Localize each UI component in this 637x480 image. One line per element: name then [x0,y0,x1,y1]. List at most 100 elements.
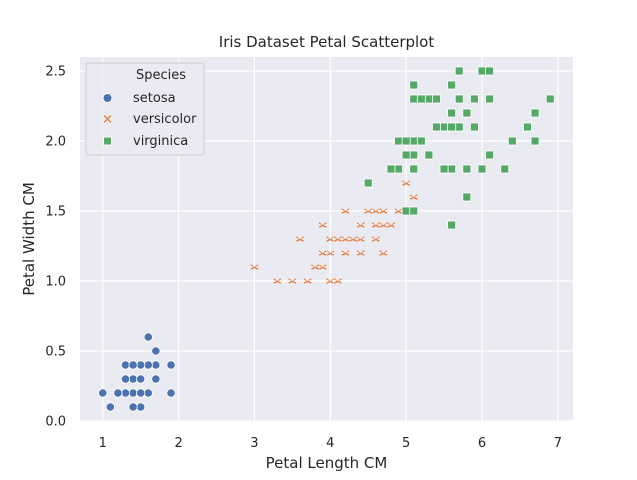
virginica-point [439,122,449,132]
x-axis-label: Petal Length CM [266,454,388,472]
y-tick-label: 2.5 [45,65,66,80]
setosa-point [128,360,138,370]
virginica-point [386,164,396,174]
setosa-point [128,374,138,384]
virginica-point [462,108,472,118]
setosa-point [151,346,161,356]
versicolor-point [363,207,374,215]
virginica-point [477,164,487,174]
versicolor-point [378,207,389,215]
virginica-point [401,136,411,146]
versicolor-point [302,277,313,285]
virginica-point [454,122,464,132]
versicolor-point [340,235,351,243]
virginica-point [530,108,540,118]
series-versicolor [249,165,419,285]
setosa-point [128,388,138,398]
virginica-point [416,136,426,146]
versicolor-point [325,235,336,243]
y-tick-label: 0.0 [45,415,66,430]
versicolor-point [355,221,366,229]
y-axis-label: Petal Width CM [20,182,38,296]
legend-box [85,62,205,156]
legend-versicolor-marker [102,113,113,125]
x-tick-label: 7 [554,436,562,451]
setosa-point [128,402,138,412]
setosa-point [166,360,176,370]
versicolor-point [370,207,381,215]
virginica-point [462,192,472,202]
virginica-point [500,164,510,174]
x-tick-label: 4 [326,436,334,451]
virginica-point [439,164,449,174]
legend-virginica-marker [103,136,112,146]
setosa-point [136,374,146,384]
virginica-point [447,108,457,118]
setosa-point [143,388,153,398]
setosa-point [166,388,176,398]
virginica-point [401,150,411,160]
virginica-point [545,94,555,104]
versicolor-point [317,221,328,229]
virginica-point [485,66,494,76]
setosa-point [98,388,108,398]
virginica-point [409,150,419,160]
x-tick-label: 2 [174,436,182,451]
versicolor-point [355,249,366,257]
virginica-point [409,94,419,104]
legend-versicolor-label: versicolor [133,112,197,127]
setosa-point [113,388,123,398]
x-tick-label: 1 [99,436,107,451]
virginica-point [454,94,464,104]
setosa-point [151,374,161,384]
versicolor-point [317,263,328,271]
virginica-point [394,164,403,174]
virginica-point [424,94,434,104]
virginica-point [447,80,457,90]
versicolor-point [385,221,396,229]
virginica-point [409,136,419,146]
virginica-point [447,122,457,132]
virginica-point [507,136,517,146]
versicolor-point [332,277,343,285]
versicolor-point [325,249,336,257]
versicolor-point [310,263,321,271]
versicolor-point [370,235,381,243]
chart-title: Iris Dataset Petal Scatterplot [219,33,435,51]
data-points [98,66,555,412]
virginica-point [447,220,457,230]
setosa-point [120,360,131,370]
versicolor-point [325,277,336,285]
y-tick-label: 0.5 [45,345,66,360]
virginica-point [462,164,472,174]
virginica-point [401,206,411,216]
virginica-point [424,150,434,160]
setosa-point [105,402,115,412]
virginica-point [394,136,403,146]
legend-title: Species [136,68,186,83]
legend-setosa-label: setosa [133,91,176,106]
setosa-point [143,332,153,342]
virginica-point [432,94,441,104]
virginica-point [363,178,373,188]
versicolor-point [408,193,419,201]
versicolor-point [340,249,351,257]
versicolor-point [294,235,305,243]
virginica-point [432,122,441,132]
virginica-point [530,136,540,146]
virginica-point [416,94,426,104]
virginica-point [409,164,419,174]
versicolor-point [340,207,351,215]
versicolor-point [332,235,343,243]
x-tick-label: 3 [250,436,258,451]
series-setosa [98,332,176,412]
setosa-point [136,360,146,370]
versicolor-point [393,207,404,215]
series-virginica [363,66,555,230]
versicolor-point [287,277,298,285]
virginica-point [409,80,419,90]
setosa-point [136,388,146,398]
versicolor-point [249,263,260,271]
y-tick-label: 2.0 [45,135,66,150]
